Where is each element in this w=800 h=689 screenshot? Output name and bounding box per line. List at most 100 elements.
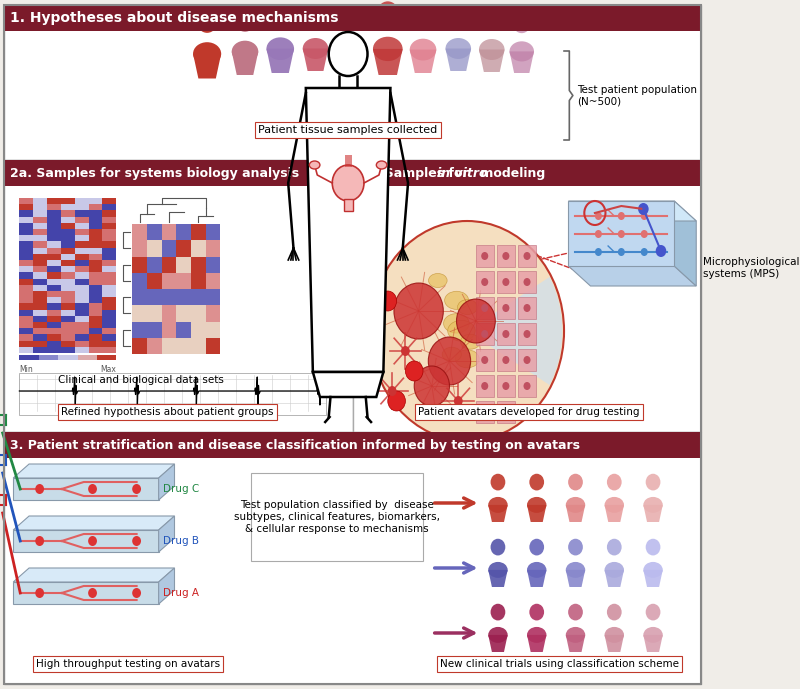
Bar	[518, 349, 536, 371]
Bar	[162, 305, 176, 322]
Polygon shape	[605, 635, 624, 652]
Bar	[518, 323, 536, 345]
Bar	[47, 334, 61, 340]
Bar	[47, 204, 61, 210]
Ellipse shape	[232, 41, 258, 63]
Text: 3. Patient stratification and disease classification informed by testing on avat: 3. Patient stratification and disease cl…	[10, 438, 580, 451]
Bar	[102, 316, 116, 322]
Circle shape	[235, 9, 255, 32]
Text: Clinical and biological data sets: Clinical and biological data sets	[58, 375, 224, 385]
Polygon shape	[569, 201, 696, 221]
Circle shape	[502, 278, 510, 286]
Ellipse shape	[455, 350, 479, 368]
Bar	[102, 229, 116, 235]
Bar	[61, 198, 74, 204]
Text: High throughput testing on avatars: High throughput testing on avatars	[36, 659, 220, 669]
Bar	[19, 297, 34, 303]
Bar	[132, 273, 147, 289]
Bar	[147, 305, 162, 322]
Polygon shape	[527, 505, 546, 522]
Bar	[14, 530, 158, 552]
Bar	[19, 355, 38, 360]
Bar	[147, 224, 162, 240]
Bar	[476, 401, 494, 423]
Bar	[19, 278, 34, 285]
Bar	[19, 322, 34, 328]
Bar	[102, 241, 116, 247]
Bar	[162, 273, 176, 289]
Bar	[132, 322, 147, 338]
Bar	[89, 316, 102, 322]
Bar	[34, 278, 47, 285]
Bar	[206, 305, 220, 322]
Circle shape	[502, 304, 510, 312]
Bar	[206, 322, 220, 338]
Bar	[176, 240, 191, 256]
Bar	[89, 297, 102, 303]
Bar	[89, 254, 102, 260]
Bar	[34, 247, 47, 254]
Bar	[191, 322, 206, 338]
Bar	[206, 240, 220, 256]
Polygon shape	[14, 464, 174, 478]
Circle shape	[481, 408, 488, 416]
Circle shape	[377, 1, 399, 27]
Text: Drug B: Drug B	[163, 536, 199, 546]
Circle shape	[502, 330, 510, 338]
Bar	[74, 285, 89, 291]
Bar	[89, 347, 102, 353]
Polygon shape	[605, 570, 624, 587]
Polygon shape	[14, 568, 174, 582]
Circle shape	[595, 230, 602, 238]
Bar	[102, 223, 116, 229]
Bar	[74, 210, 89, 216]
Bar	[47, 229, 61, 235]
Bar	[191, 305, 206, 322]
Bar	[74, 260, 89, 266]
Bar	[5, 5, 701, 160]
Bar	[89, 216, 102, 223]
Circle shape	[35, 588, 44, 598]
Bar	[34, 266, 47, 272]
Bar	[47, 235, 61, 241]
Bar	[191, 224, 206, 240]
Bar	[34, 198, 47, 204]
Circle shape	[370, 221, 564, 441]
Circle shape	[607, 539, 622, 555]
Bar	[345, 155, 352, 167]
Bar	[19, 229, 34, 235]
Bar	[74, 303, 89, 309]
Bar	[102, 272, 116, 278]
Bar	[89, 291, 102, 297]
Bar	[34, 334, 47, 340]
Bar	[497, 375, 514, 397]
Bar	[476, 323, 494, 345]
Ellipse shape	[643, 627, 662, 643]
Bar	[191, 289, 206, 305]
Bar	[61, 235, 74, 241]
Bar	[102, 260, 116, 266]
Ellipse shape	[527, 497, 546, 513]
Bar	[34, 241, 47, 247]
Bar	[34, 204, 47, 210]
Bar	[74, 254, 89, 260]
Circle shape	[646, 539, 661, 555]
Circle shape	[646, 474, 661, 491]
Bar	[74, 316, 89, 322]
Bar	[61, 204, 74, 210]
Bar	[61, 297, 74, 303]
Bar	[102, 235, 116, 241]
Circle shape	[329, 32, 367, 76]
Circle shape	[414, 366, 450, 406]
Ellipse shape	[479, 39, 505, 60]
Bar	[132, 256, 147, 273]
Polygon shape	[158, 516, 174, 552]
Polygon shape	[302, 48, 328, 71]
Bar	[19, 241, 34, 247]
Circle shape	[523, 356, 530, 364]
Ellipse shape	[448, 320, 475, 341]
Bar	[61, 334, 74, 340]
Polygon shape	[643, 570, 662, 587]
Circle shape	[523, 252, 530, 260]
Circle shape	[502, 356, 510, 364]
